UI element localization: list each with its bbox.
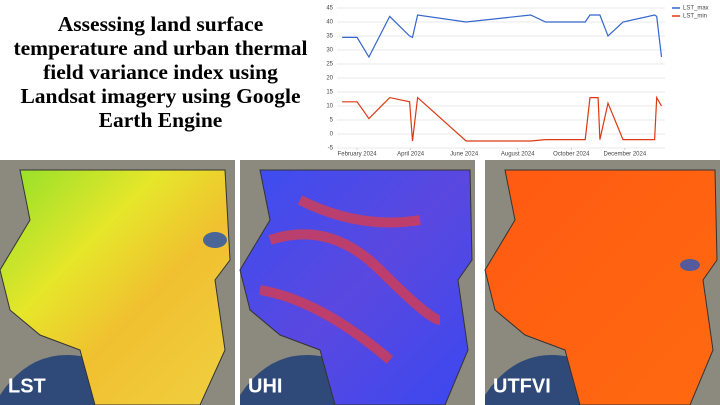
- x-tick-label: June 2024: [450, 152, 479, 158]
- y-tick-label: 5: [330, 118, 334, 124]
- map-panel: UTFVI: [484, 160, 720, 405]
- y-tick-label: 20: [326, 76, 333, 82]
- panel-label: LST: [8, 375, 46, 397]
- map-region: [484, 169, 718, 405]
- x-tick-label: December 2024: [603, 152, 646, 158]
- map-feature: [680, 259, 700, 271]
- y-tick-label: 10: [326, 104, 333, 110]
- legend-label: LST_min: [683, 14, 707, 20]
- y-tick-label: 25: [326, 62, 333, 68]
- x-tick-label: October 2024: [553, 152, 590, 158]
- map-feature: [259, 195, 442, 364]
- y-tick-label: 40: [326, 20, 333, 26]
- panel-label: UTFVI: [493, 375, 551, 397]
- y-tick-label: 45: [326, 6, 333, 12]
- map-region: [239, 169, 473, 405]
- y-tick-label: 30: [326, 48, 333, 54]
- y-tick-label: 35: [326, 34, 333, 40]
- legend-label: LST_max: [683, 6, 709, 12]
- map-feature: [203, 232, 227, 248]
- x-tick-label: August 2024: [501, 152, 535, 158]
- y-tick-label: 0: [330, 132, 334, 138]
- panels: LST UHI UTFVI: [0, 160, 720, 405]
- map-panel: UHI: [239, 160, 475, 405]
- panel-label: UHI: [248, 375, 282, 397]
- x-tick-label: April 2024: [397, 152, 425, 158]
- y-tick-label: -5: [328, 146, 334, 152]
- y-tick-label: 15: [326, 90, 333, 96]
- title: Assessing land surface temperature and u…: [13, 12, 308, 132]
- series-line: [342, 95, 663, 142]
- map-region: [0, 169, 231, 405]
- chart: -5 0 5 10 15 20 25 30 35 40 45 February 2024 April 2…: [326, 6, 708, 158]
- map-panel: LST: [0, 160, 235, 405]
- series-line: [342, 14, 663, 59]
- x-tick-label: February 2024: [338, 152, 378, 158]
